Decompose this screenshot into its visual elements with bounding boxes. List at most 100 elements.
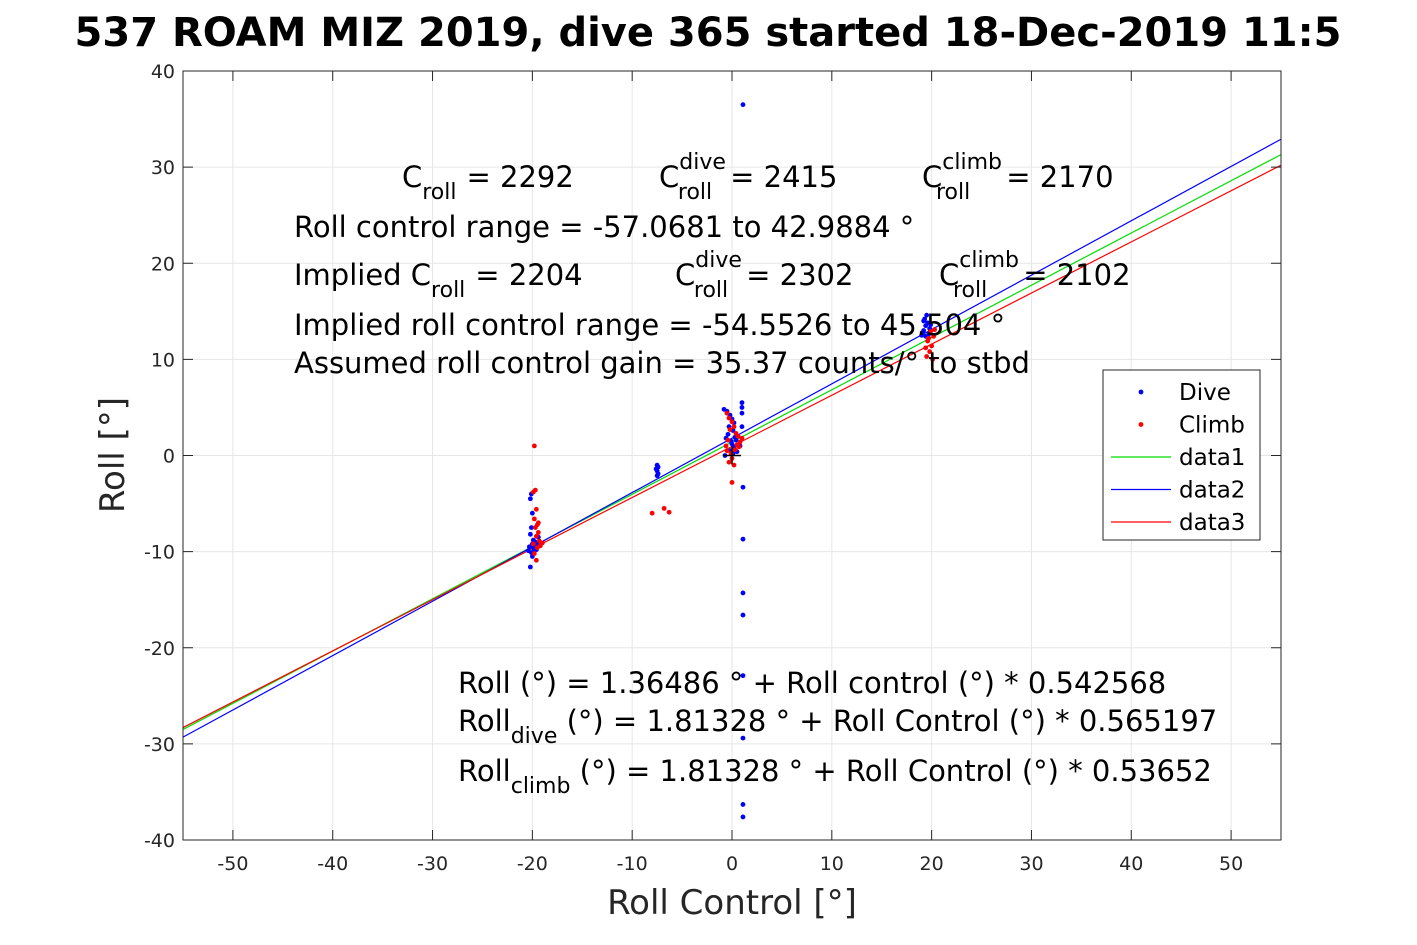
origin-marker [723,446,741,465]
x-axis-ticks: -50 -40 -30 -20 -10 0 10 20 30 40 50 [217,71,1243,875]
legend-box [1102,369,1261,541]
y-tick-label: 40 [151,61,175,83]
x-tick-label: 10 [820,853,844,875]
point-climb [727,427,733,432]
point-dive [529,510,535,516]
point-climb [932,327,938,332]
legend-label: Climb [1179,413,1245,439]
point-dive [525,548,531,554]
point-dive [739,400,745,406]
point-dive [740,484,746,490]
point-dive [740,814,746,820]
point-climb [723,443,729,449]
y-axis-ticks: -40 -30 -20 -10 0 10 20 30 40 [144,61,1281,852]
point-climb [924,354,930,359]
point-climb [930,356,936,362]
legend-label: data1 [1179,445,1245,471]
annotation-fit: Roll (°) = 1.36486 ° + Roll control (°) … [458,666,1166,700]
annotation-implied-climb: Cclimb roll = 2102 [939,248,1131,303]
legend-label: Dive [1179,380,1231,406]
point-climb [535,520,541,526]
point-dive [740,673,746,679]
legend-label: data3 [1179,510,1245,536]
point-climb [926,335,932,341]
y-tick-label: 30 [151,157,175,179]
point-climb [731,424,737,430]
x-tick-label: -20 [517,853,548,875]
legend: Dive Climb data1 data2 data3 [1102,369,1261,541]
y-tick-label: 10 [151,349,175,371]
point-dive [739,424,745,430]
point-climb [531,443,537,449]
annotation-range: Roll control range = -57.0681 to 42.9884… [294,210,914,244]
point-climb [729,480,735,485]
point-dive [740,802,746,807]
annotation-gain: Assumed roll control gain = 35.37 counts… [294,346,1030,380]
y-tick-label: -10 [144,542,175,564]
y-tick-label: 0 [163,446,175,468]
point-dive [528,525,534,530]
point-climb [729,419,735,425]
point-climb [931,333,937,339]
x-tick-label: 30 [1019,853,1043,875]
point-dive [740,612,746,618]
x-tick-label: -40 [317,853,348,875]
x-tick-label: 50 [1219,853,1243,875]
point-climb [739,435,745,441]
point-climb [726,415,732,421]
annotation-implied-range: Implied roll control range = -54.5526 to… [294,308,1005,342]
y-tick-label: -40 [144,830,175,852]
point-climb [734,442,740,448]
point-dive [526,544,532,550]
point-dive [928,322,934,328]
point-dive [924,312,930,318]
point-climb [530,541,536,547]
x-tick-label: -50 [217,853,248,875]
point-climb [533,506,539,512]
point-climb [531,551,537,556]
point-climb [923,345,929,351]
point-climb [735,433,741,439]
x-tick-label: -10 [617,853,648,875]
point-dive [740,735,746,741]
legend-label: data2 [1179,478,1245,504]
point-dive [527,564,533,570]
point-dive [739,405,745,410]
x-tick-label: -30 [417,853,448,875]
point-climb [732,447,738,453]
point-climb [533,557,539,563]
point-dive [920,330,926,335]
x-tick-label: 40 [1119,853,1143,875]
point-dive [733,437,739,443]
annotation-croll-climb: Cclimb roll = 2170 [922,150,1114,205]
point-dive [725,431,731,437]
point-climb [724,410,730,416]
data-points [525,102,938,820]
point-dive [654,473,660,479]
point-climb [533,533,539,539]
point-climb [725,437,731,443]
point-climb [731,462,737,468]
legend-swatch-dive [1138,389,1144,395]
point-climb [737,439,743,445]
point-climb [929,343,935,349]
y-axis-label: Roll [°] [93,397,133,513]
annotation-fit-climb: Rollclimb (°) = 1.81328 ° + Roll Control… [458,754,1212,799]
series-line-data2 [182,138,1282,738]
x-tick-label: 0 [726,853,738,875]
point-climb [666,509,672,515]
point-climb [649,510,655,516]
chart-title: 537 ROAM MIZ 2019, dive 365 started 18-D… [75,10,1342,56]
y-tick-label: -20 [144,638,175,660]
annotation-implied-dive: Cdive roll = 2302 [675,248,853,303]
annotation-croll: Croll = 2292 [402,160,574,205]
point-dive [527,531,533,537]
point-climb [535,530,541,535]
point-dive [740,590,746,596]
point-climb [724,448,730,454]
point-climb [726,459,732,465]
legend-swatch-climb [1138,422,1144,427]
point-climb [928,329,934,334]
x-axis-label: Roll Control [°] [607,883,857,923]
